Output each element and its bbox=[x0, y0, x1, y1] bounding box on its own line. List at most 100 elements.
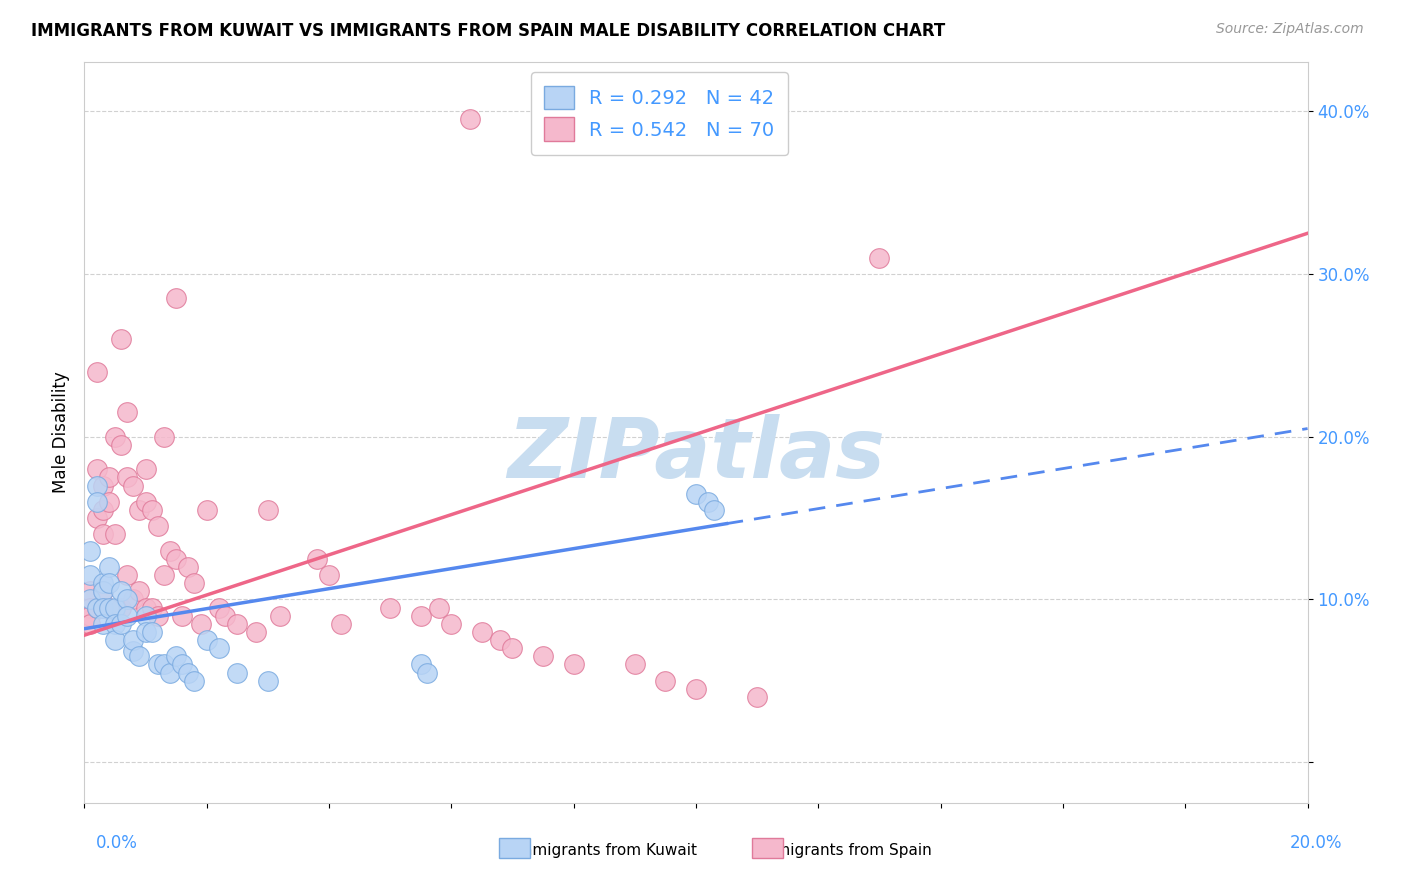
Point bbox=[115, 405, 138, 419]
Point bbox=[91, 503, 114, 517]
Text: Immigrants from Spain: Immigrants from Spain bbox=[756, 843, 932, 858]
Point bbox=[97, 470, 120, 484]
Point bbox=[685, 486, 707, 500]
Point bbox=[128, 503, 150, 517]
Point bbox=[159, 543, 181, 558]
Point bbox=[86, 365, 108, 379]
Point bbox=[135, 624, 157, 639]
Text: 0.0%: 0.0% bbox=[96, 834, 138, 852]
Text: 20.0%: 20.0% bbox=[1291, 834, 1343, 852]
Point bbox=[380, 600, 402, 615]
Point bbox=[122, 633, 145, 648]
Point bbox=[135, 600, 157, 615]
Text: Immigrants from Kuwait: Immigrants from Kuwait bbox=[513, 843, 696, 858]
Point bbox=[141, 624, 163, 639]
Point bbox=[91, 584, 114, 599]
Point bbox=[245, 624, 267, 639]
Point bbox=[409, 608, 432, 623]
Point bbox=[697, 495, 720, 509]
Point bbox=[208, 641, 231, 656]
Point bbox=[91, 584, 114, 599]
Point bbox=[489, 633, 512, 648]
Point bbox=[79, 600, 101, 615]
Point bbox=[79, 616, 101, 631]
Legend: R = 0.292   N = 42, R = 0.542   N = 70: R = 0.292 N = 42, R = 0.542 N = 70 bbox=[530, 72, 787, 154]
Point bbox=[654, 673, 676, 688]
Text: IMMIGRANTS FROM KUWAIT VS IMMIGRANTS FROM SPAIN MALE DISABILITY CORRELATION CHAR: IMMIGRANTS FROM KUWAIT VS IMMIGRANTS FRO… bbox=[31, 22, 945, 40]
Point bbox=[159, 665, 181, 680]
Point bbox=[104, 608, 127, 623]
Point bbox=[135, 495, 157, 509]
Point bbox=[97, 600, 120, 615]
Point bbox=[110, 332, 132, 346]
Point bbox=[97, 495, 120, 509]
Point bbox=[86, 462, 108, 476]
Point bbox=[79, 584, 101, 599]
Point bbox=[97, 600, 120, 615]
Point bbox=[110, 438, 132, 452]
Point bbox=[562, 657, 585, 672]
Point bbox=[141, 600, 163, 615]
Point bbox=[183, 673, 205, 688]
Point bbox=[91, 600, 114, 615]
Point bbox=[110, 600, 132, 615]
Point bbox=[128, 584, 150, 599]
Point bbox=[86, 478, 108, 492]
Point bbox=[305, 551, 328, 566]
Point bbox=[183, 576, 205, 591]
Point bbox=[146, 519, 169, 533]
Point bbox=[79, 608, 101, 623]
Point bbox=[458, 112, 481, 127]
Point bbox=[165, 292, 187, 306]
Point bbox=[172, 657, 194, 672]
Point bbox=[115, 592, 138, 607]
Point bbox=[685, 681, 707, 696]
Point bbox=[330, 616, 353, 631]
Point bbox=[86, 495, 108, 509]
Point bbox=[165, 649, 187, 664]
Point bbox=[128, 649, 150, 664]
Text: Source: ZipAtlas.com: Source: ZipAtlas.com bbox=[1216, 22, 1364, 37]
Point bbox=[86, 600, 108, 615]
Point bbox=[471, 624, 494, 639]
Point bbox=[269, 608, 291, 623]
Point bbox=[91, 600, 114, 615]
Point bbox=[104, 527, 127, 541]
Point bbox=[531, 649, 554, 664]
Point bbox=[91, 527, 114, 541]
Point bbox=[91, 478, 114, 492]
Point bbox=[177, 665, 200, 680]
Point bbox=[97, 559, 120, 574]
Point bbox=[195, 633, 218, 648]
Point bbox=[110, 584, 132, 599]
Point bbox=[135, 608, 157, 623]
Point bbox=[91, 616, 114, 631]
Point bbox=[214, 608, 236, 623]
Point bbox=[91, 576, 114, 591]
Point bbox=[703, 503, 725, 517]
Point bbox=[79, 543, 101, 558]
Point bbox=[86, 600, 108, 615]
Point bbox=[624, 657, 647, 672]
Point bbox=[153, 657, 176, 672]
Point bbox=[104, 616, 127, 631]
Point bbox=[195, 503, 218, 517]
Point bbox=[122, 478, 145, 492]
Point bbox=[110, 616, 132, 631]
Point bbox=[104, 600, 127, 615]
Y-axis label: Male Disability: Male Disability bbox=[52, 372, 70, 493]
Point bbox=[226, 665, 249, 680]
Point bbox=[257, 503, 280, 517]
Point bbox=[409, 657, 432, 672]
Point bbox=[97, 576, 120, 591]
Point bbox=[177, 559, 200, 574]
Point bbox=[115, 568, 138, 582]
Point bbox=[869, 251, 891, 265]
Text: ZIPatlas: ZIPatlas bbox=[508, 414, 884, 495]
Point bbox=[257, 673, 280, 688]
Point bbox=[427, 600, 450, 615]
Point bbox=[79, 568, 101, 582]
Point bbox=[416, 665, 439, 680]
Point bbox=[122, 644, 145, 658]
Point bbox=[190, 616, 212, 631]
